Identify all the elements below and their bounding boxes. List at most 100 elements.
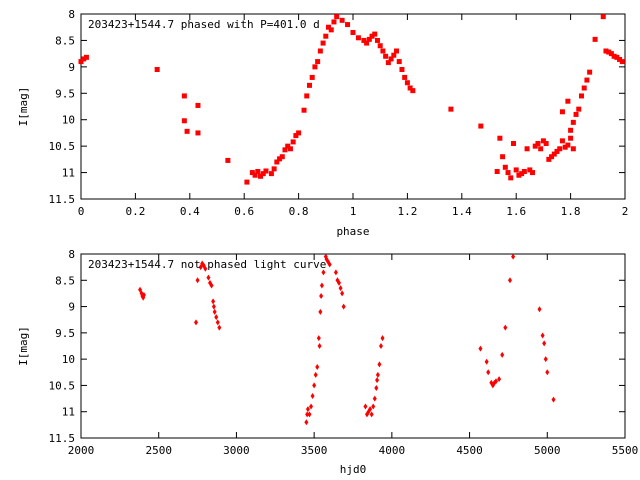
data-point — [374, 37, 380, 43]
data-point — [537, 306, 542, 313]
data-point — [319, 293, 324, 300]
data-point — [279, 154, 285, 160]
data-point — [255, 169, 261, 175]
data-point — [154, 67, 160, 72]
data-point — [271, 166, 277, 172]
chart-panel-1: 0 0.2 0.4 0.6 0.8 1 1.2 1.4 1.6 1.8 2 8 8.5 9 9.5 10 10.… — [17, 8, 628, 238]
data-point — [374, 385, 379, 392]
data-point — [318, 308, 323, 315]
y-tick-label: 9 — [68, 61, 75, 74]
data-point — [285, 143, 291, 149]
data-point — [524, 146, 530, 152]
data-point — [315, 364, 320, 371]
x-tick-label: 0.2 — [125, 205, 145, 218]
data-point — [268, 171, 274, 177]
data-point — [578, 93, 584, 99]
data-point — [507, 277, 512, 284]
y-axis-label: I[mag] — [17, 87, 30, 127]
data-point — [252, 172, 258, 178]
y-tick-label: 11.5 — [49, 193, 76, 206]
data-point — [258, 173, 264, 179]
data-point — [500, 154, 506, 160]
data-point — [614, 54, 620, 60]
data-point — [380, 48, 386, 54]
data-point — [333, 269, 338, 276]
data-point — [510, 141, 516, 146]
data-point — [317, 343, 322, 349]
data-point — [535, 141, 541, 146]
data-point — [340, 290, 345, 297]
data-point — [511, 253, 516, 260]
data-point — [570, 119, 576, 125]
data-point — [287, 146, 293, 152]
data-point — [587, 69, 593, 75]
data-point — [310, 392, 315, 399]
x-tick-label: 5500 — [612, 444, 639, 457]
data-point — [606, 49, 612, 55]
data-point — [195, 130, 201, 136]
data-point — [184, 128, 190, 134]
data-point — [195, 277, 200, 284]
data-point — [549, 154, 555, 160]
data-point — [399, 67, 405, 72]
data-point — [328, 27, 334, 33]
data-point — [319, 282, 324, 289]
data-point — [306, 82, 312, 88]
chart-title: 203423+1544.7 phased with P=401.0 d — [88, 18, 320, 31]
data-point — [81, 56, 87, 62]
y-tick-label: 9.5 — [55, 327, 75, 340]
data-point — [573, 111, 579, 117]
data-point — [345, 22, 351, 28]
data-point — [211, 298, 216, 305]
plot-frame — [80, 253, 626, 439]
y-tick-label: 8.5 — [55, 274, 75, 287]
data-point — [502, 164, 508, 170]
y-tick-label: 11 — [62, 406, 75, 419]
data-point — [546, 156, 552, 162]
y-tick-label: 9 — [68, 301, 75, 314]
data-point — [551, 151, 557, 157]
data-point — [543, 141, 549, 146]
data-point — [448, 106, 454, 112]
data-point — [527, 167, 533, 173]
data-point — [355, 35, 361, 41]
data-point — [378, 343, 383, 349]
data-point — [350, 30, 356, 35]
data-point — [497, 376, 502, 383]
data-point — [323, 33, 329, 39]
data-point — [565, 142, 571, 148]
data-point — [388, 56, 394, 62]
data-point — [371, 403, 376, 410]
data-point — [315, 59, 321, 65]
data-point — [521, 169, 527, 175]
data-point — [313, 371, 318, 378]
y-axis-label: I[mag] — [17, 326, 30, 366]
data-point — [293, 133, 299, 139]
data-point — [543, 356, 548, 363]
data-point — [195, 102, 201, 108]
data-point — [568, 135, 574, 141]
x-tick-label: 0.4 — [180, 205, 200, 218]
data-point — [338, 285, 343, 292]
y-tick-label: 11 — [62, 167, 75, 180]
data-point — [581, 85, 587, 91]
data-point — [505, 170, 511, 176]
data-point — [410, 88, 416, 94]
data-point — [368, 406, 373, 413]
data-point — [385, 60, 391, 66]
data-point — [320, 40, 326, 46]
data-point — [290, 139, 296, 145]
data-point — [309, 403, 314, 410]
data-point — [559, 138, 565, 144]
data-point — [304, 419, 309, 426]
x-tick-label: 3000 — [223, 444, 250, 457]
data-point — [608, 51, 614, 57]
data-point — [209, 282, 214, 289]
x-tick-label: 1.8 — [561, 205, 581, 218]
x-tick-label: 1.6 — [506, 205, 526, 218]
data-point — [225, 157, 231, 163]
data-point — [542, 340, 547, 347]
data-point — [260, 171, 266, 177]
y-tick-label: 10 — [62, 114, 75, 127]
